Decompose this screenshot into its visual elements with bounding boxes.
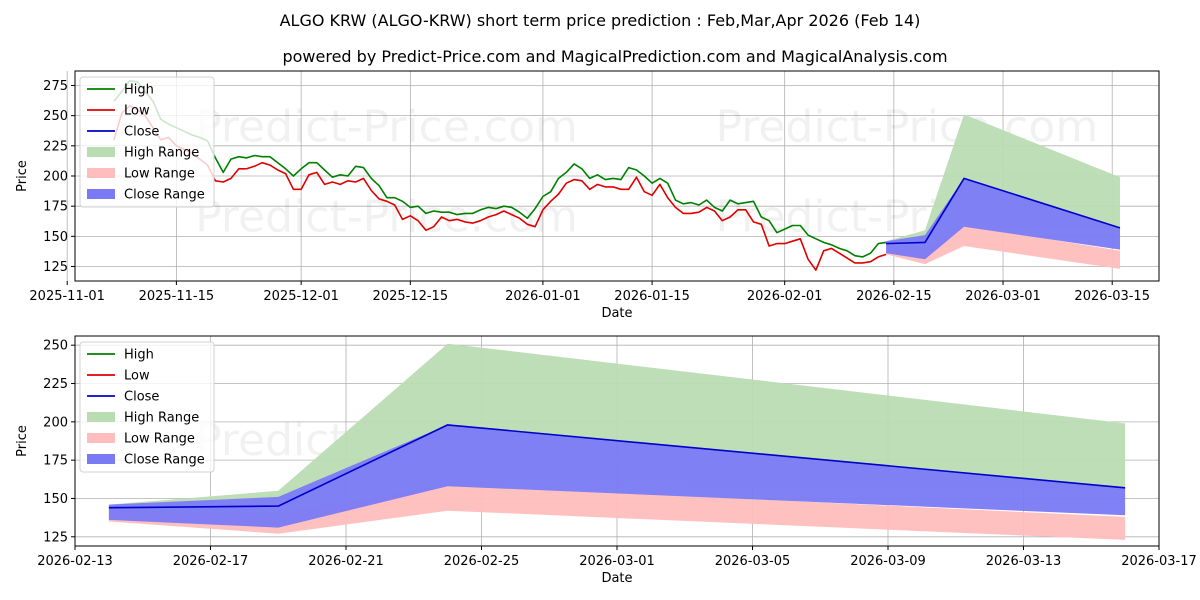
x-tick-label: 2025-11-01: [29, 289, 105, 304]
x-tick-label: 2026-01-01: [505, 289, 581, 304]
y-tick-label: 200: [43, 170, 68, 185]
x-tick-label: 2026-02-21: [308, 554, 384, 569]
legend-swatch-close-range: [87, 454, 115, 464]
y-tick-label: 225: [43, 139, 68, 154]
x-tick-label: 2025-11-15: [139, 289, 215, 304]
x-tick-label: 2026-03-05: [715, 554, 791, 569]
legend-label: High: [124, 83, 154, 98]
close-series-line: [108, 424, 1126, 509]
legend-swatch-low-range: [87, 168, 115, 178]
y-tick-label: 250: [43, 339, 68, 354]
x-tick-label: 2026-03-17: [1121, 554, 1197, 569]
legend-label: Low Range: [124, 167, 195, 182]
legend-swatch-close-range: [87, 189, 115, 199]
forecast-panel: Predict-Price.comPredict-Price.com125150…: [15, 335, 1197, 586]
y-tick-label: 225: [43, 377, 68, 392]
legend-label: Close Range: [124, 453, 205, 468]
legend: High Low Close High Range Low Range Close Ran…: [79, 341, 215, 473]
legend-swatch-low-range: [87, 433, 115, 443]
y-tick-label: 125: [43, 530, 68, 545]
legend-label: Low: [124, 369, 150, 384]
y-tick-label: 150: [43, 492, 68, 507]
legend-label: Close: [124, 125, 159, 140]
y-tick-label: 200: [43, 415, 68, 430]
y-tick-label: 275: [43, 79, 68, 94]
chart-title: ALGO KRW (ALGO-KRW) short term price pre…: [280, 11, 921, 30]
x-tick-label: 2026-03-09: [850, 554, 926, 569]
low-range-area: [886, 225, 1120, 269]
x-tick-label: 2026-02-25: [444, 554, 520, 569]
y-axis-label: Price: [15, 160, 30, 192]
x-tick-label: 2025-12-01: [263, 289, 339, 304]
y-tick-label: 125: [43, 260, 68, 275]
legend-label: Close: [124, 390, 159, 405]
y-tick-label: 175: [43, 454, 68, 469]
overview-panel: Predict-Price.com Predict-Price.com Predic…: [15, 70, 1160, 321]
legend-label: High Range: [124, 411, 199, 426]
x-tick-label: 2026-03-01: [965, 289, 1041, 304]
x-axis-label: Date: [601, 306, 632, 321]
close-range-area: [886, 178, 1120, 260]
legend-label: Close Range: [124, 188, 205, 203]
low-range-area: [108, 484, 1126, 540]
y-axis-label: Price: [15, 425, 30, 457]
x-tick-label: 2026-03-01: [579, 554, 655, 569]
legend-swatch-high-range: [87, 147, 115, 157]
plot-area: [108, 343, 1126, 540]
high-series-line: [113, 79, 887, 258]
watermark-text: Predict-Price.com: [195, 102, 578, 153]
legend-label: Low Range: [124, 432, 195, 447]
legend-label: Low: [124, 104, 150, 119]
legend-swatch-high-range: [87, 412, 115, 422]
low-series-line: [113, 105, 887, 271]
x-axis-label: Date: [601, 571, 632, 586]
plot-area: [113, 79, 1121, 271]
chart-subtitle: powered by Predict-Price.com and Magical…: [282, 47, 947, 66]
close-series-line: [886, 177, 1121, 245]
x-tick-label: 2026-02-13: [37, 554, 113, 569]
y-tick-label: 150: [43, 230, 68, 245]
y-tick-label: 175: [43, 200, 68, 215]
x-tick-label: 2026-02-01: [747, 289, 823, 304]
y-tick-label: 250: [43, 109, 68, 124]
x-tick-label: 2026-01-15: [614, 289, 690, 304]
watermark-text: Predict-Price.com: [195, 192, 578, 243]
x-tick-label: 2026-03-13: [986, 554, 1062, 569]
x-tick-label: 2026-02-15: [856, 289, 932, 304]
legend: High Low Close High Range Low Range Close Ran…: [79, 76, 215, 208]
watermark-text: Predict-Price.com: [715, 102, 1098, 153]
close-range-area: [108, 424, 1126, 528]
x-tick-label: 2026-02-17: [173, 554, 249, 569]
x-tick-label: 2025-12-15: [373, 289, 449, 304]
legend-label: High: [124, 348, 154, 363]
legend-label: High Range: [124, 146, 199, 161]
x-tick-label: 2026-03-15: [1074, 289, 1150, 304]
